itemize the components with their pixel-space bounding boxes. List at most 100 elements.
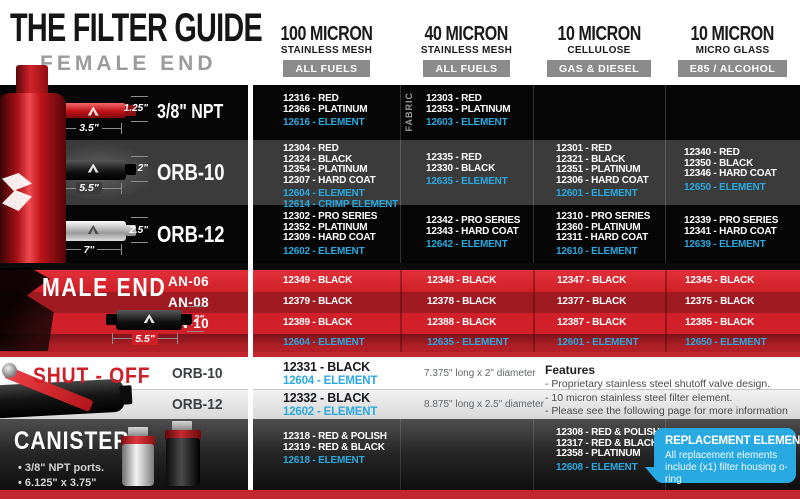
height-dimension: 1.25" — [124, 95, 148, 122]
part-number: 12319 - RED & BLACK — [283, 441, 385, 453]
canister-specs: • 3/8" NPT ports. • 6.125" x 3.75" — [18, 461, 104, 491]
part-number: 12311 - HARD COAT — [556, 232, 648, 243]
part-number: 12303 - RED — [426, 93, 482, 104]
part-number: 12330 - BLACK — [426, 162, 496, 174]
column-material: STAINLESS MESH — [420, 45, 513, 56]
column-micron: 10 MICRON — [557, 23, 641, 45]
part-number: 12321 - BLACK — [556, 153, 626, 165]
part-number: 12302 - PRO SERIES — [283, 211, 378, 222]
shutoff-section: SHUT - OFF Features - Proprietary stainl… — [0, 352, 800, 419]
part-number: 12339 - PRO SERIES — [684, 215, 779, 226]
filter-cylinder — [106, 310, 192, 330]
replacement-elements-callout: REPLACEMENT ELEMENTS All replacement ele… — [645, 428, 800, 485]
row-an08: AN-08 12379 - BLACK 12378 - BLACK 12377 … — [0, 292, 800, 313]
column-header-10-micron-cellulose: 10 MICRON CELLULOSE GAS & DIESEL — [533, 0, 665, 85]
row-shutoff-orb12: ORB-12 12332 - BLACK 12602 - ELEMENT 8.8… — [0, 389, 800, 419]
aeromotive-logo-icon — [143, 314, 155, 323]
part-number: 12332 - BLACK — [283, 391, 371, 405]
row-npt: 1.25" 3.5" 3/8" NPT 12316 - RED 12366 - … — [0, 85, 800, 140]
fuel-badge: ALL FUELS — [283, 60, 370, 77]
cell-canister-10micron-cellulose: 12308 - RED & POLISH 12317 - RED & BLACK… — [533, 419, 665, 490]
part-number: 12340 - RED — [684, 147, 740, 158]
an-fitting-photo — [0, 267, 54, 351]
part-number: 12385 - BLACK — [685, 317, 755, 329]
part-number: 12353 - PLATINUM — [426, 103, 511, 115]
row-label-orb12: 2.5" 7" ORB-12 — [0, 205, 253, 263]
part-number: 12375 - BLACK — [685, 296, 755, 308]
callout-text: All replacement elements include (x1) fi… — [665, 450, 788, 485]
polish-canister-image — [121, 427, 155, 486]
part-number: 12377 - BLACK — [557, 296, 627, 308]
element-number: 12616 - ELEMENT — [283, 117, 365, 128]
cell-orb10-10micron-cellulose: 12301 - RED 12321 - BLACK 12351 - PLATIN… — [533, 140, 665, 205]
part-number: 12358 - PLATINUM — [556, 448, 641, 459]
element-number: 12639 - ELEMENT — [684, 239, 766, 250]
spec-bullet: • 6.125" x 3.75" — [18, 477, 97, 489]
cell-npt-10micron-glass-empty — [665, 85, 800, 140]
part-number: 12310 - PRO SERIES — [556, 211, 651, 222]
shutoff-valve-photo — [0, 363, 138, 419]
cell-orb12-10micron-cellulose: 12310 - PRO SERIES 12360 - PLATINUM 1231… — [533, 205, 665, 263]
cell-npt-100micron: 12316 - RED 12366 - PLATINUM 12616 - ELE… — [253, 85, 400, 140]
row-label-npt: 1.25" 3.5" 3/8" NPT — [0, 85, 253, 140]
part-number: 12335 - RED — [426, 152, 482, 163]
canister-filters-photo — [120, 420, 210, 488]
column-material: CELLULOSE — [567, 45, 631, 56]
part-number: 12345 - BLACK — [685, 274, 755, 286]
part-number: 12304 - RED — [283, 143, 339, 154]
element-number: 12601 - ELEMENT — [556, 188, 638, 199]
feature-item: - Please see the following page for more… — [545, 405, 788, 417]
features-title: Features — [545, 363, 596, 377]
row-orb12: 2.5" 7" ORB-12 12302 - PRO SERIES 12352 … — [0, 205, 800, 263]
column-header-10-micron-micro-glass: 10 MICRON MICRO GLASS E85 / ALCOHOL — [665, 0, 800, 85]
row-an10: AN-10 12389 - BLACK 12388 - BLACK 12387 … — [0, 313, 800, 334]
feature-item: - Proprietary stainless steel shutoff va… — [545, 378, 771, 390]
row-an06: AN-06 12349 - BLACK 12348 - BLACK 12347 … — [0, 270, 800, 292]
cell-orb12-10micron-glass: 12339 - PRO SERIES 12341 - HARD COAT 126… — [665, 205, 800, 263]
part-number: 12341 - HARD COAT — [684, 225, 777, 237]
part-number: 12317 - RED & BLACK — [556, 437, 658, 449]
column-micron: 40 MICRON — [424, 23, 509, 45]
row-orb10: 2" 5.5" ORB-10 12304 - RED 12324 - BLACK… — [0, 140, 800, 209]
element-number: 12601 - ELEMENT — [557, 336, 639, 348]
features-block: Features - Proprietary stainless steel s… — [545, 363, 788, 419]
column-header-40-micron: 40 MICRON STAINLESS MESH ALL FUELS — [400, 0, 533, 85]
element-number: 12642 - ELEMENT — [426, 239, 508, 250]
part-number: 12316 - RED — [283, 93, 339, 104]
fuel-badge: GAS & DIESEL — [546, 60, 652, 77]
section-divider — [0, 263, 800, 270]
element-number: 12635 - ELEMENT — [427, 336, 509, 348]
label-column-separator — [248, 85, 253, 490]
canister-heading: CANISTER — [14, 427, 130, 455]
black-canister-image — [165, 421, 201, 486]
column-micron: 100 MICRON — [280, 23, 373, 45]
part-number: 12318 - RED & POLISH — [283, 431, 387, 442]
part-number: 12347 - BLACK — [557, 274, 627, 286]
page-title: THE FILTER GUIDE — [10, 6, 263, 50]
part-number: 12360 - PLATINUM — [556, 221, 641, 233]
part-number: 12342 - PRO SERIES — [426, 215, 521, 226]
element-number: 12650 - ELEMENT — [685, 336, 767, 348]
part-number: 12324 - BLACK — [283, 153, 353, 165]
canister-label-area: CANISTER • 3/8" NPT ports. • 6.125" x 3.… — [0, 419, 253, 490]
element-number: 12604 - ELEMENT — [283, 336, 365, 348]
element-number: 12602 - ELEMENT — [283, 406, 378, 418]
cell-orb10-10micron-glass: 12340 - RED 12350 - BLACK 12346 - HARD C… — [665, 140, 800, 205]
element-number: 12635 - ELEMENT — [426, 176, 508, 187]
part-number: 12309 - HARD COAT — [283, 232, 376, 243]
row-name: ORB-10 — [172, 364, 223, 382]
cell-npt-40micron: FABRIC 12303 - RED 12353 - PLATINUM 1260… — [400, 85, 533, 140]
male-end-section: MALE END 2" 5.5" AN-06 12349 - BLACK 123… — [0, 263, 800, 352]
part-number: 12379 - BLACK — [283, 296, 353, 308]
male-filter-image: 2" 5.5" — [106, 301, 204, 345]
aeromotive-logo-icon — [87, 225, 99, 234]
row-shutoff-orb10: ORB-10 12331 - BLACK 12604 - ELEMENT 7.3… — [0, 357, 800, 389]
part-number: 12378 - BLACK — [427, 296, 497, 308]
length-dimension: 5.5" — [56, 182, 122, 194]
element-number: 12608 - ELEMENT — [556, 461, 638, 473]
part-number: 12350 - BLACK — [684, 157, 754, 169]
size-note: 8.875" long x 2.5" diameter — [424, 399, 544, 410]
element-number: 12603 - ELEMENT — [426, 117, 508, 128]
cell-orb12-40micron: 12342 - PRO SERIES 12343 - HARD COAT 126… — [400, 205, 533, 263]
row-name: ORB-12 — [172, 396, 223, 413]
